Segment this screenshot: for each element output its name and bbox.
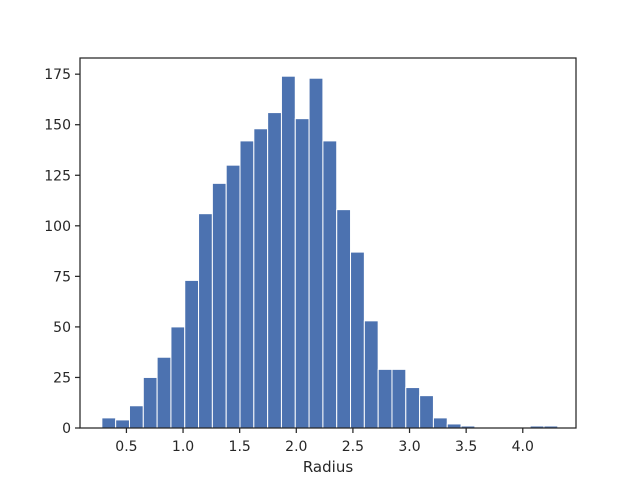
histogram-bar — [170, 326, 186, 429]
y-axis-ticks: 0 25 50 75 100 125 150 175 — [44, 67, 80, 437]
x-tick-label: 2.0 — [285, 439, 307, 455]
histogram-bar — [184, 279, 200, 429]
histogram-bar — [198, 213, 213, 429]
histogram-bar — [101, 417, 117, 429]
x-tick-label: 2.5 — [342, 439, 364, 455]
histogram-bar — [377, 368, 393, 429]
y-tick-label: 125 — [44, 168, 71, 184]
histogram-bar — [294, 118, 310, 429]
histogram-bar — [267, 112, 282, 429]
histogram-bar — [432, 417, 448, 429]
plot-frame — [79, 57, 577, 429]
y-tick-label: 75 — [53, 269, 71, 285]
histogram-bar — [391, 368, 407, 429]
x-axis-ticks: 0.5 1.0 1.5 2.0 2.5 3.0 3.5 4.0 — [115, 428, 534, 455]
histogram-bar — [322, 140, 338, 429]
histogram-bar — [280, 75, 296, 429]
histogram-bar — [156, 356, 172, 429]
y-tick-label: 50 — [53, 320, 71, 336]
histogram-bar — [211, 182, 227, 429]
y-tick-label: 0 — [62, 421, 71, 437]
x-tick-label: 0.5 — [115, 439, 137, 455]
histogram-bar — [308, 77, 324, 429]
bars-group — [101, 75, 559, 429]
x-tick-label: 1.5 — [229, 439, 251, 455]
histogram-bar — [115, 419, 130, 429]
x-tick-label: 3.5 — [455, 439, 477, 455]
histogram-bar — [419, 395, 434, 429]
histogram-bar — [239, 140, 255, 429]
x-tick-label: 4.0 — [512, 439, 534, 455]
histogram-bar — [336, 209, 352, 429]
x-tick-label: 3.0 — [398, 439, 420, 455]
histogram-bar — [253, 128, 269, 429]
y-tick-label: 175 — [44, 67, 71, 83]
histogram-bar — [405, 387, 421, 429]
histogram-bar — [142, 376, 158, 429]
histogram-bar — [350, 251, 365, 429]
histogram-bar — [363, 320, 379, 429]
histogram-bar — [128, 405, 144, 429]
y-tick-label: 100 — [44, 219, 71, 235]
x-tick-label: 1.0 — [172, 439, 194, 455]
x-axis-label: Radius — [303, 458, 353, 476]
y-tick-label: 25 — [53, 370, 71, 386]
y-tick-label: 150 — [44, 118, 71, 134]
histogram-bar — [225, 164, 241, 429]
